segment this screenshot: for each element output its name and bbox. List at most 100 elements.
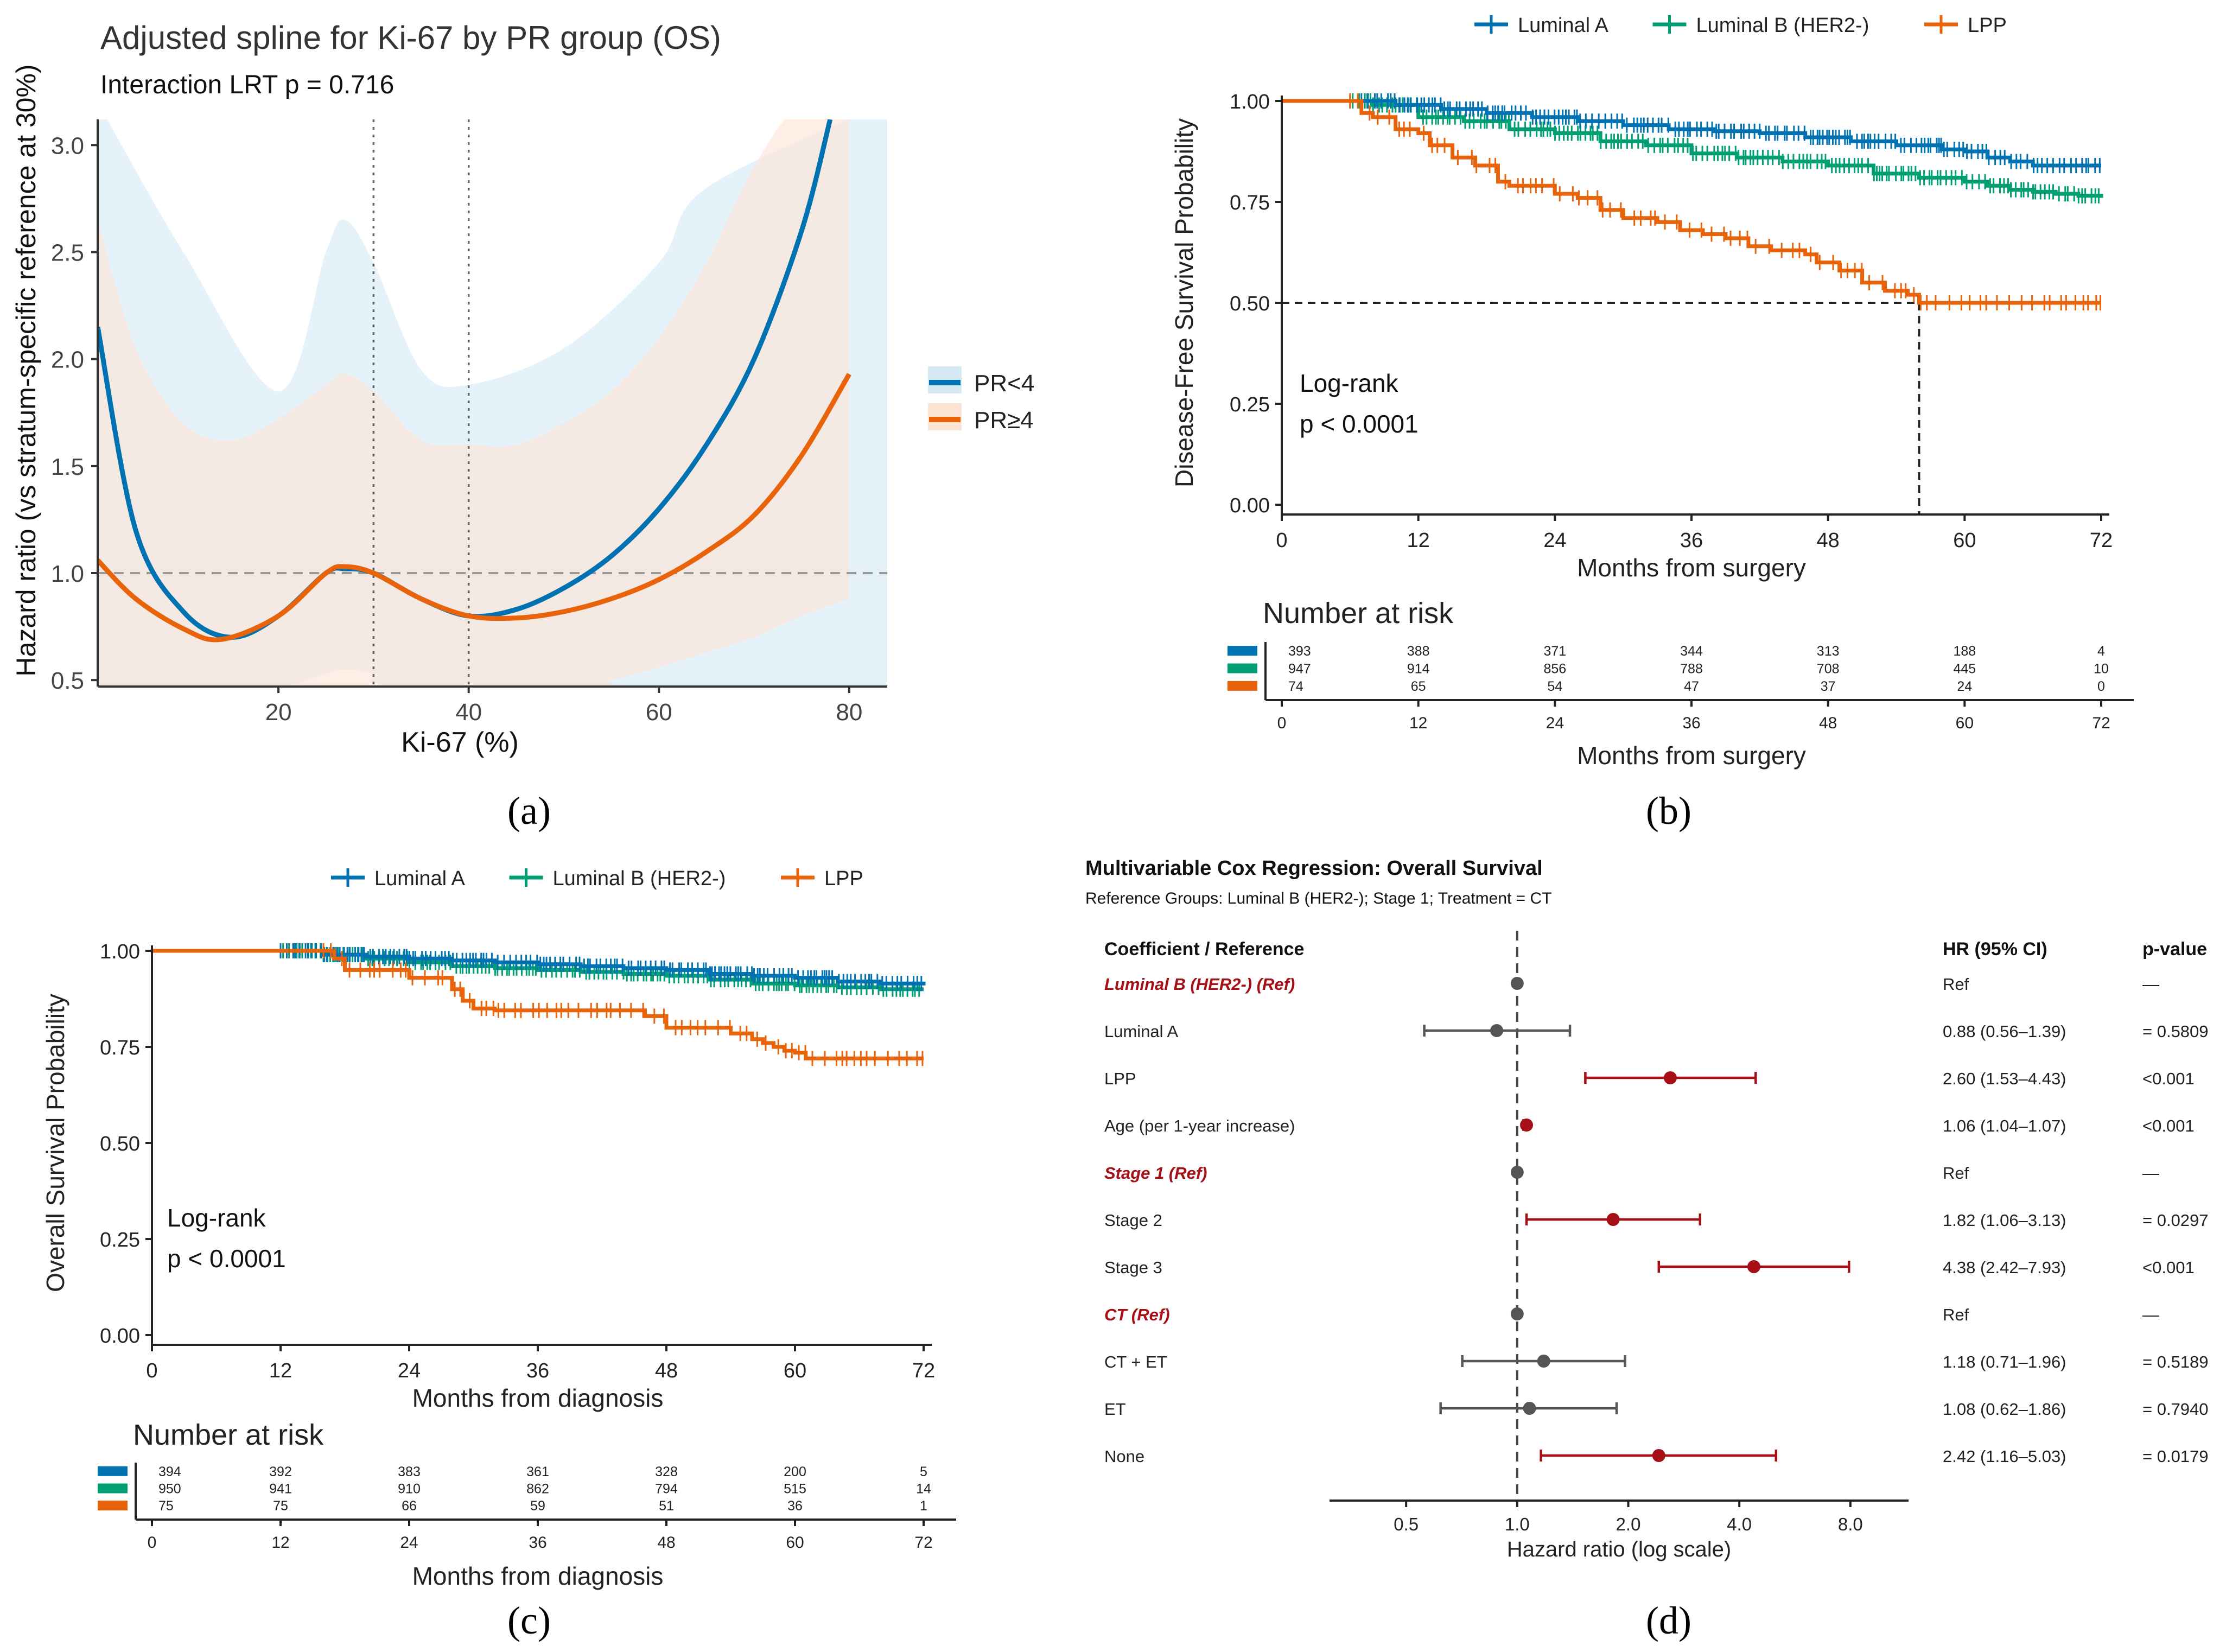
risk-row-swatch [98,1483,128,1494]
x-tick-label: 48 [655,1359,678,1382]
hr-text: 0.88 (0.56–1.39) [1943,1022,2066,1041]
risk-cell: 188 [1953,644,1976,659]
y-tick-label: 0.5 [51,668,84,694]
x-tick-label: 4.0 [1727,1514,1752,1534]
y-tick-label: 1.00 [1230,91,1270,113]
risk-cell: 54 [1547,679,1562,694]
p-text: <0.001 [2142,1258,2195,1277]
y-tick-label: 2.5 [51,239,84,266]
header-term: Coefficient / Reference [1104,939,1304,960]
legend-label: Luminal B (HER2-) [1696,14,1869,37]
x-tick-label: 60 [784,1359,806,1382]
hr-text: 4.38 (2.42–7.93) [1943,1258,2066,1277]
risk-x-tick-label: 48 [1819,714,1837,732]
y-tick-label: 0.75 [1230,192,1270,214]
risk-cell: 445 [1953,662,1976,677]
y-tick-label: 0.75 [100,1037,140,1059]
risk-x-tick-label: 60 [1956,714,1974,732]
logrank-pvalue: p < 0.0001 [167,1244,286,1273]
row-label: ET [1104,1400,1126,1419]
hr-text: 1.82 (1.06–3.13) [1943,1211,2066,1230]
hr-point [1663,1071,1677,1084]
x-tick-label: 48 [1817,529,1840,552]
caption-a: (a) [507,789,551,833]
y-tick-label: 0.50 [1230,293,1270,315]
risk-cell: 328 [655,1464,678,1479]
risk-cell: 313 [1817,644,1840,659]
p-text: — [2142,975,2159,994]
hr-point [1652,1449,1665,1462]
risk-cell: 14 [916,1482,931,1497]
logrank-label: Log-rank [167,1204,266,1232]
hr-point [1510,1166,1524,1179]
x-axis-title: Hazard ratio (log scale) [1507,1537,1732,1561]
caption-c: (c) [507,1599,551,1642]
logrank-label: Log-rank [1300,369,1399,397]
risk-cell: 394 [158,1464,181,1479]
risk-row-swatch [98,1501,128,1511]
x-tick-label: 8.0 [1838,1514,1863,1534]
panel-a-title: Adjusted spline for Ki-67 by PR group (O… [100,20,721,56]
x-tick-label: 2.0 [1616,1514,1641,1534]
risk-cell: 47 [1684,679,1699,694]
p-text: — [2142,1305,2159,1324]
risk-x-tick-label: 48 [657,1534,675,1552]
legend-label: LPP [824,867,863,890]
risk-cell: 947 [1288,662,1311,677]
risk-cell: 941 [269,1482,292,1497]
risk-cell: 708 [1817,662,1840,677]
row-label: CT (Ref) [1104,1305,1170,1324]
hr-text: Ref [1943,1305,1969,1324]
risk-x-tick-label: 60 [786,1534,804,1552]
x-tick-label: 36 [1680,529,1703,552]
x-tick-label: 1.0 [1505,1514,1530,1534]
censor-ticks-0 [279,943,923,992]
risk-cell: 200 [784,1464,806,1479]
risk-row-swatch [1228,681,1257,691]
risk-x-tick-label: 12 [1409,714,1427,732]
risk-cell: 344 [1680,644,1703,659]
hr-point [1510,1307,1524,1320]
logrank-pvalue: p < 0.0001 [1300,410,1419,438]
x-tick-label: 80 [836,699,862,726]
risk-cell: 0 [2097,679,2105,694]
x-tick-label: 72 [912,1359,935,1382]
x-tick-label: 0 [146,1359,157,1382]
header-pvalue: p-value [2142,939,2207,960]
x-tick-label: 24 [1543,529,1566,552]
x-tick-label: 0 [1276,529,1287,552]
caption-d: (d) [1646,1599,1691,1642]
risk-cell: 36 [787,1498,803,1514]
row-label: None [1104,1447,1144,1466]
risk-x-tick-label: 36 [1682,714,1700,732]
x-tick-label: 72 [2090,529,2113,552]
risk-x-tick-label: 24 [400,1534,418,1552]
hr-point [1537,1355,1550,1368]
hr-point [1510,977,1524,990]
y-tick-label: 0.50 [100,1133,140,1155]
x-tick-label: 0.5 [1394,1514,1419,1534]
risk-cell: 37 [1821,679,1836,694]
y-axis-title: Overall Survival Probability [41,994,69,1292]
risk-x-tick-label: 72 [914,1534,932,1552]
panel-a-subtitle: Interaction LRT p = 0.716 [100,71,394,99]
risk-cell: 914 [1407,662,1430,677]
hr-point [1606,1213,1620,1226]
hr-text: 2.42 (1.16–5.03) [1943,1447,2066,1466]
series-line-pr-high [98,373,851,643]
p-text: = 0.7940 [2142,1400,2209,1419]
x-tick-label: 40 [455,699,482,726]
risk-cell: 24 [1957,679,1972,694]
legend-label: LPP [1968,14,2007,37]
hr-text: Ref [1943,975,1969,994]
row-label: Luminal A [1104,1022,1178,1041]
censor-ticks-0 [1360,93,2101,174]
risk-cell: 75 [158,1498,174,1514]
x-axis-title: Ki-67 (%) [401,727,519,758]
risk-x-axis-title: Months from surgery [1577,741,1806,770]
risk-row-swatch [1228,646,1257,656]
hr-text: Ref [1943,1164,1969,1183]
x-tick-label: 12 [269,1359,292,1382]
row-label: Luminal B (HER2-) (Ref) [1104,975,1295,994]
km-curve-2 [152,949,924,1060]
